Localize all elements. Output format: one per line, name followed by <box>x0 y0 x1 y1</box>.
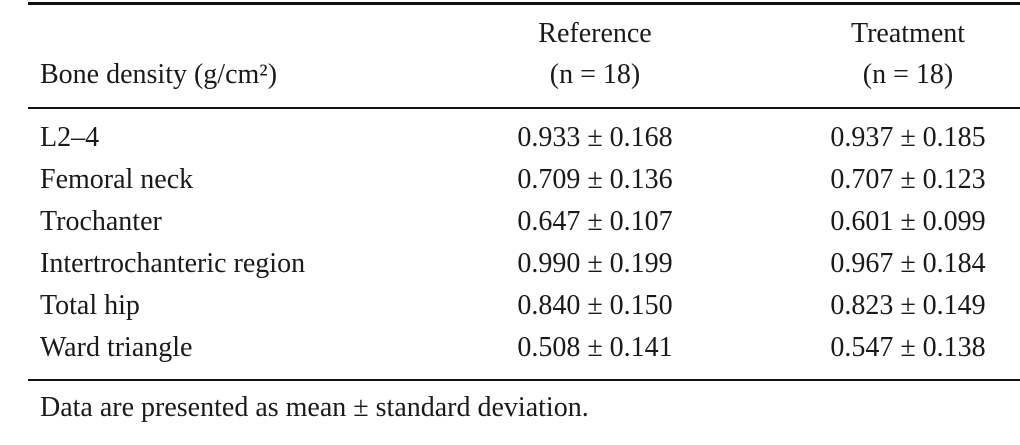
row-label: Intertrochanteric region <box>40 248 306 279</box>
cell-value: 0.840 ± 0.150 <box>517 290 673 321</box>
cell-value: 0.547 ± 0.138 <box>830 332 986 363</box>
cell-value: 0.707 ± 0.123 <box>830 164 986 195</box>
cell-value: 0.990 ± 0.199 <box>517 248 673 279</box>
footnote: Data are presented as mean ± standard de… <box>40 392 589 423</box>
header-rule <box>28 107 1020 109</box>
row-label: Ward triangle <box>40 332 193 363</box>
row-label: Trochanter <box>40 206 162 237</box>
bottom-rule <box>28 379 1020 381</box>
top-rule <box>28 2 1020 5</box>
cell-value: 0.933 ± 0.168 <box>517 122 673 153</box>
cell-value: 0.709 ± 0.136 <box>517 164 673 195</box>
column-header: Treatment <box>850 18 966 49</box>
column-subheader: (n = 18) <box>549 59 641 90</box>
row-label: Total hip <box>40 290 140 321</box>
cell-value: 0.601 ± 0.099 <box>830 206 986 237</box>
row-label: L2–4 <box>40 122 100 153</box>
cell-value: 0.937 ± 0.185 <box>830 122 986 153</box>
cell-value: 0.967 ± 0.184 <box>830 248 986 279</box>
cell-value: 0.647 ± 0.107 <box>517 206 673 237</box>
cell-value: 0.823 ± 0.149 <box>830 290 986 321</box>
column-subheader: (n = 18) <box>862 59 954 90</box>
column-header: Reference <box>538 18 652 49</box>
column-header: Bone density (g/cm²) <box>40 59 278 90</box>
row-label: Femoral neck <box>40 164 194 195</box>
cell-value: 0.508 ± 0.141 <box>517 332 673 363</box>
